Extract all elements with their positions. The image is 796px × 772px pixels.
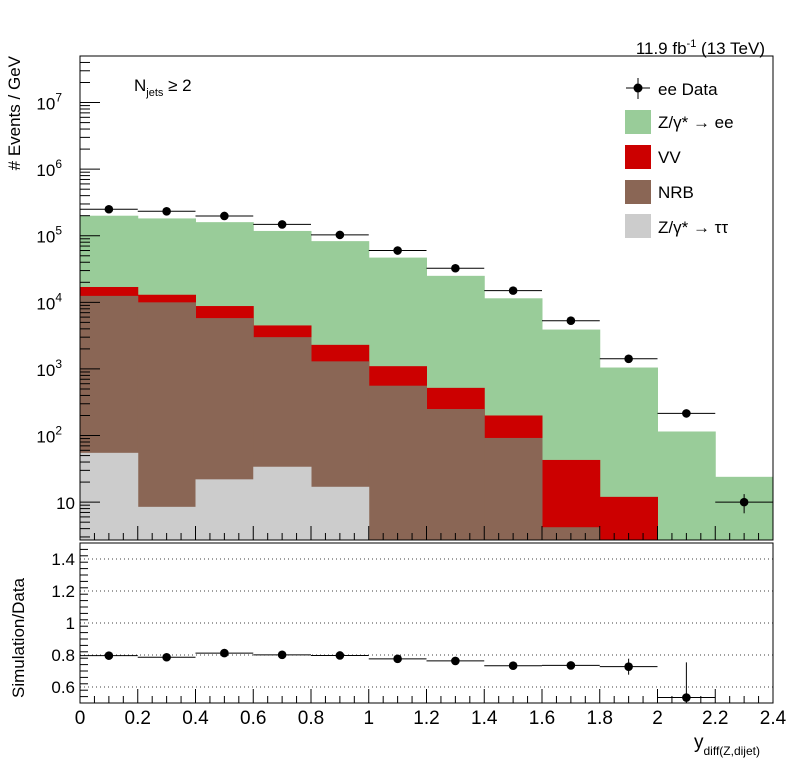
ratio-point-2	[220, 648, 229, 658]
data-point-2	[220, 211, 229, 221]
bar-ztt-0	[80, 452, 139, 540]
legend-entry-nrb: NRB	[625, 180, 694, 204]
data-point-10	[682, 409, 691, 418]
bar-ztt-4	[311, 486, 370, 540]
top-y-axis: 10 102 103 104 105 106 107	[36, 55, 100, 538]
legend-entry-data: ee Data	[626, 78, 718, 99]
bar-nrb-7	[484, 437, 543, 540]
x-tick-label-8: 1.6	[529, 708, 555, 729]
bar-nrb-6	[426, 409, 485, 540]
legend-label-zee: Z/γ* → ee	[658, 113, 734, 132]
ratio-y-tick-label-4: 1.4	[51, 550, 75, 569]
y-axis-title-top: # Events / GeV	[5, 55, 24, 170]
bar-ztt-3	[253, 466, 312, 540]
ratio-point-5	[393, 654, 402, 664]
x-tick-label-4: 0.8	[298, 708, 324, 729]
bar-vv-9	[599, 496, 658, 540]
ratio-x-axis: 0 0.2 0.4 0.6 0.8 1 1.2 1.4 1.6 1.8 2 2.2 2.4	[75, 689, 787, 729]
x-tick-label-3: 0.6	[240, 708, 266, 729]
legend-swatch-ztt	[625, 214, 651, 238]
x-tick-label-9: 1.8	[587, 708, 613, 729]
luminosity-label: 11.9 fb-1 (13 TeV)	[636, 38, 765, 58]
bar-vv-8	[542, 459, 601, 540]
legend-entry-zee: Z/γ* → ee	[625, 110, 734, 134]
data-point-11	[739, 497, 749, 507]
data-point-4	[335, 230, 345, 240]
y-tick-label-3: 104	[36, 290, 62, 313]
y-axis-title-bottom: Simulation/Data	[9, 577, 28, 698]
stacked-histogram	[80, 215, 774, 540]
ratio-y-tick-label-2: 1	[66, 614, 75, 633]
ratio-panel-frame	[79, 542, 774, 704]
ratio-point-0	[104, 651, 114, 660]
bar-zee-10	[657, 431, 716, 540]
ratio-point-9	[624, 662, 633, 671]
ratio-point-3	[277, 650, 287, 660]
ratio-point-8	[566, 661, 576, 670]
legend: ee Data Z/γ* → ee VV NRB Z/γ* → ττ	[625, 78, 734, 238]
x-tick-label-11: 2.2	[702, 708, 728, 729]
ratio-y-axis: 0.6 0.8 1 1.2 1.4	[51, 542, 88, 704]
x-tick-label-2: 0.4	[182, 708, 209, 729]
bar-ztt-2	[195, 479, 254, 540]
selection-label: Njets ≥ 2	[134, 76, 192, 99]
x-tick-label-1: 0.2	[125, 708, 151, 729]
ratio-grid	[80, 558, 773, 688]
x-tick-label-0: 0	[75, 708, 86, 729]
data-point-7	[508, 286, 518, 295]
data-point-5	[393, 246, 402, 255]
bar-nrb-5	[368, 385, 427, 540]
legend-label-nrb: NRB	[658, 183, 694, 202]
legend-swatch-zee	[625, 110, 651, 134]
ratio-point-4	[335, 651, 345, 660]
x-tick-label-12: 2.4	[760, 708, 787, 729]
y-tick-label-0: 10	[56, 494, 75, 513]
x-tick-label-6: 1.2	[413, 708, 439, 729]
data-point-8	[566, 316, 576, 326]
y-tick-label-2: 103	[36, 357, 62, 380]
x-tick-label-7: 1.4	[471, 708, 498, 729]
x-axis-title: ydiff(Z,dijet)	[694, 732, 760, 758]
legend-swatch-vv	[625, 145, 651, 169]
bar-nrb-1	[137, 302, 196, 540]
data-point-0	[104, 204, 114, 214]
data-point-6	[451, 263, 460, 273]
top-x-ticks	[79, 526, 774, 540]
legend-entry-vv: VV	[625, 145, 681, 169]
data-point-1	[162, 206, 171, 216]
y-tick-label-5: 106	[36, 157, 62, 180]
data-points	[80, 204, 773, 514]
legend-label-data: ee Data	[658, 80, 718, 99]
ratio-points	[80, 648, 716, 703]
ratio-y-tick-label-1: 0.8	[51, 646, 75, 665]
ratio-point-6	[451, 656, 460, 666]
ratio-point-7	[508, 661, 518, 671]
legend-label-vv: VV	[658, 148, 681, 167]
y-tick-label-6: 107	[36, 91, 62, 114]
legend-entry-ztt: Z/γ* → ττ	[625, 214, 728, 238]
ratio-point-1	[162, 652, 171, 662]
x-tick-label-5: 1	[363, 708, 374, 729]
legend-swatch-nrb	[625, 180, 651, 204]
data-point-9	[624, 354, 633, 364]
y-tick-label-4: 105	[36, 224, 62, 247]
ratio-y-tick-label-0: 0.6	[51, 678, 75, 697]
ratio-y-tick-label-3: 1.2	[51, 582, 75, 601]
legend-label-ztt: Z/γ* → ττ	[658, 218, 728, 237]
y-tick-label-1: 102	[36, 424, 62, 447]
x-tick-label-10: 2	[652, 708, 663, 729]
data-point-3	[277, 220, 287, 229]
